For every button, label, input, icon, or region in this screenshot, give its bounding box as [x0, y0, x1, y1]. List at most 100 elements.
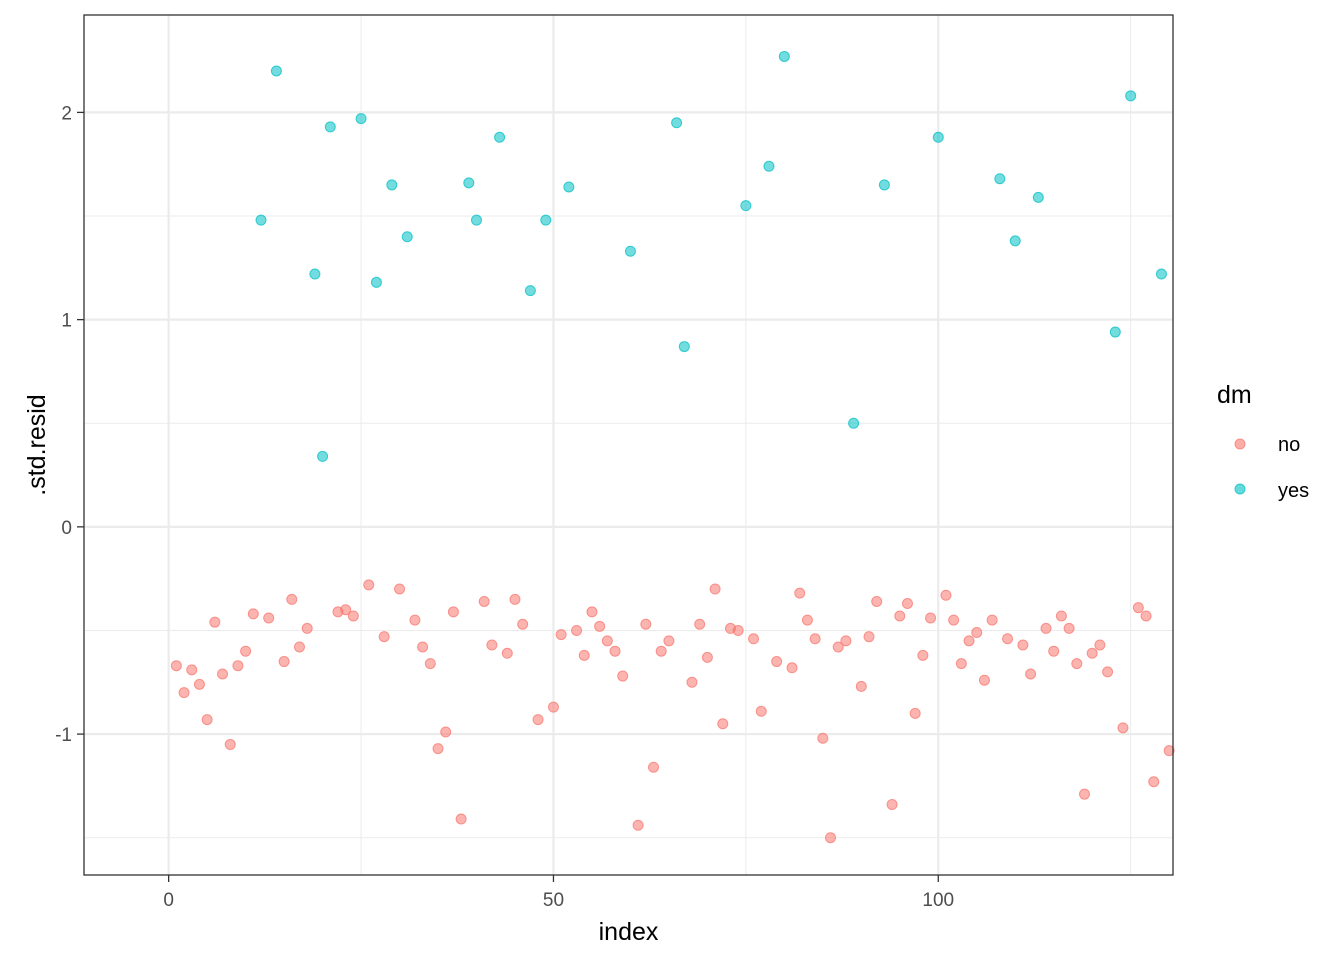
x-axis-title: index	[599, 918, 659, 946]
data-point-yes	[324, 121, 336, 133]
x-tick-label: 0	[163, 890, 174, 911]
data-point-no	[394, 583, 406, 595]
data-point-no	[555, 629, 567, 641]
legend-key-no	[1234, 438, 1246, 450]
data-point-yes	[309, 268, 321, 280]
data-point-no	[648, 761, 660, 773]
data-point-no	[825, 832, 837, 844]
data-point-no	[455, 813, 467, 825]
data-point-yes	[386, 179, 398, 191]
data-point-no	[1017, 639, 1029, 651]
data-point-no	[447, 606, 459, 618]
data-point-no	[586, 606, 598, 618]
y-tick-label: 2	[61, 103, 72, 124]
data-point-no	[1148, 776, 1160, 788]
data-point-no	[917, 649, 929, 661]
data-point-no	[170, 660, 182, 672]
data-point-no	[240, 645, 252, 657]
y-axis-title: .std.resid	[23, 394, 51, 495]
data-point-no	[925, 612, 937, 624]
data-point-no	[440, 726, 452, 738]
data-point-no	[1094, 639, 1106, 651]
data-point-yes	[463, 177, 475, 189]
data-point-yes	[355, 113, 367, 125]
plot-panel	[84, 15, 1173, 875]
legend: dm no yes	[1217, 381, 1309, 502]
data-point-yes	[563, 181, 575, 193]
data-point-yes	[494, 131, 506, 143]
data-point-no	[286, 593, 298, 605]
data-point-no	[486, 639, 498, 651]
data-point-no	[363, 579, 375, 591]
data-point-no	[293, 641, 305, 653]
y-tick-label: -1	[55, 725, 72, 746]
data-point-no	[817, 732, 829, 744]
minor-gridlines	[84, 15, 1173, 875]
data-point-yes	[540, 214, 552, 226]
data-point-no	[832, 641, 844, 653]
data-point-no	[263, 612, 275, 624]
data-point-no	[986, 614, 998, 626]
data-point-no	[686, 676, 698, 688]
data-point-no	[1140, 610, 1152, 622]
x-axis: 0 50 100	[163, 875, 954, 911]
data-point-no	[1117, 722, 1129, 734]
data-point-no	[232, 660, 244, 672]
data-point-no	[571, 624, 583, 636]
data-point-no	[840, 635, 852, 647]
data-point-yes	[878, 179, 890, 191]
data-point-no	[948, 614, 960, 626]
data-point-yes	[524, 285, 536, 297]
data-point-no	[209, 616, 221, 628]
data-point-yes	[255, 214, 267, 226]
data-point-no	[478, 595, 490, 607]
data-point-yes	[848, 417, 860, 429]
data-point-no	[955, 658, 967, 670]
data-point-yes	[471, 214, 483, 226]
data-point-no	[432, 743, 444, 755]
data-point-no	[655, 645, 667, 657]
data-point-no	[1102, 666, 1114, 678]
data-point-no	[709, 583, 721, 595]
data-point-no	[640, 618, 652, 630]
data-point-no	[1025, 668, 1037, 680]
data-point-no	[278, 656, 290, 668]
data-point-no	[971, 627, 983, 639]
data-point-no	[347, 610, 359, 622]
data-point-no	[532, 714, 544, 726]
data-point-no	[801, 614, 813, 626]
data-point-no	[978, 674, 990, 686]
data-point-no	[301, 622, 313, 634]
data-point-no	[417, 641, 429, 653]
legend-label-no: no	[1278, 434, 1300, 456]
data-point-no	[871, 595, 883, 607]
y-tick-label: 1	[61, 311, 72, 332]
data-point-no	[578, 649, 590, 661]
data-point-yes	[994, 173, 1006, 185]
data-point-no	[201, 714, 213, 726]
data-point-no	[617, 670, 629, 682]
data-point-no	[863, 631, 875, 643]
data-point-no	[1055, 610, 1067, 622]
y-tick-label: 0	[61, 518, 72, 539]
data-point-no	[771, 656, 783, 668]
legend-title: dm	[1217, 381, 1252, 409]
data-point-yes	[270, 65, 282, 77]
data-point-yes	[671, 117, 683, 129]
data-point-no	[732, 624, 744, 636]
data-point-no	[409, 614, 421, 626]
data-points	[170, 50, 1175, 844]
data-point-no	[1163, 745, 1175, 757]
data-point-yes	[624, 245, 636, 257]
data-point-yes	[1009, 235, 1021, 247]
data-point-no	[601, 635, 613, 647]
data-point-no	[217, 668, 229, 680]
data-point-no	[1048, 645, 1060, 657]
x-tick-label: 100	[922, 890, 954, 911]
data-point-yes	[763, 160, 775, 172]
data-point-no	[1063, 622, 1075, 634]
data-point-no	[509, 593, 521, 605]
data-point-no	[940, 589, 952, 601]
data-point-yes	[1109, 326, 1121, 338]
data-point-no	[193, 678, 205, 690]
